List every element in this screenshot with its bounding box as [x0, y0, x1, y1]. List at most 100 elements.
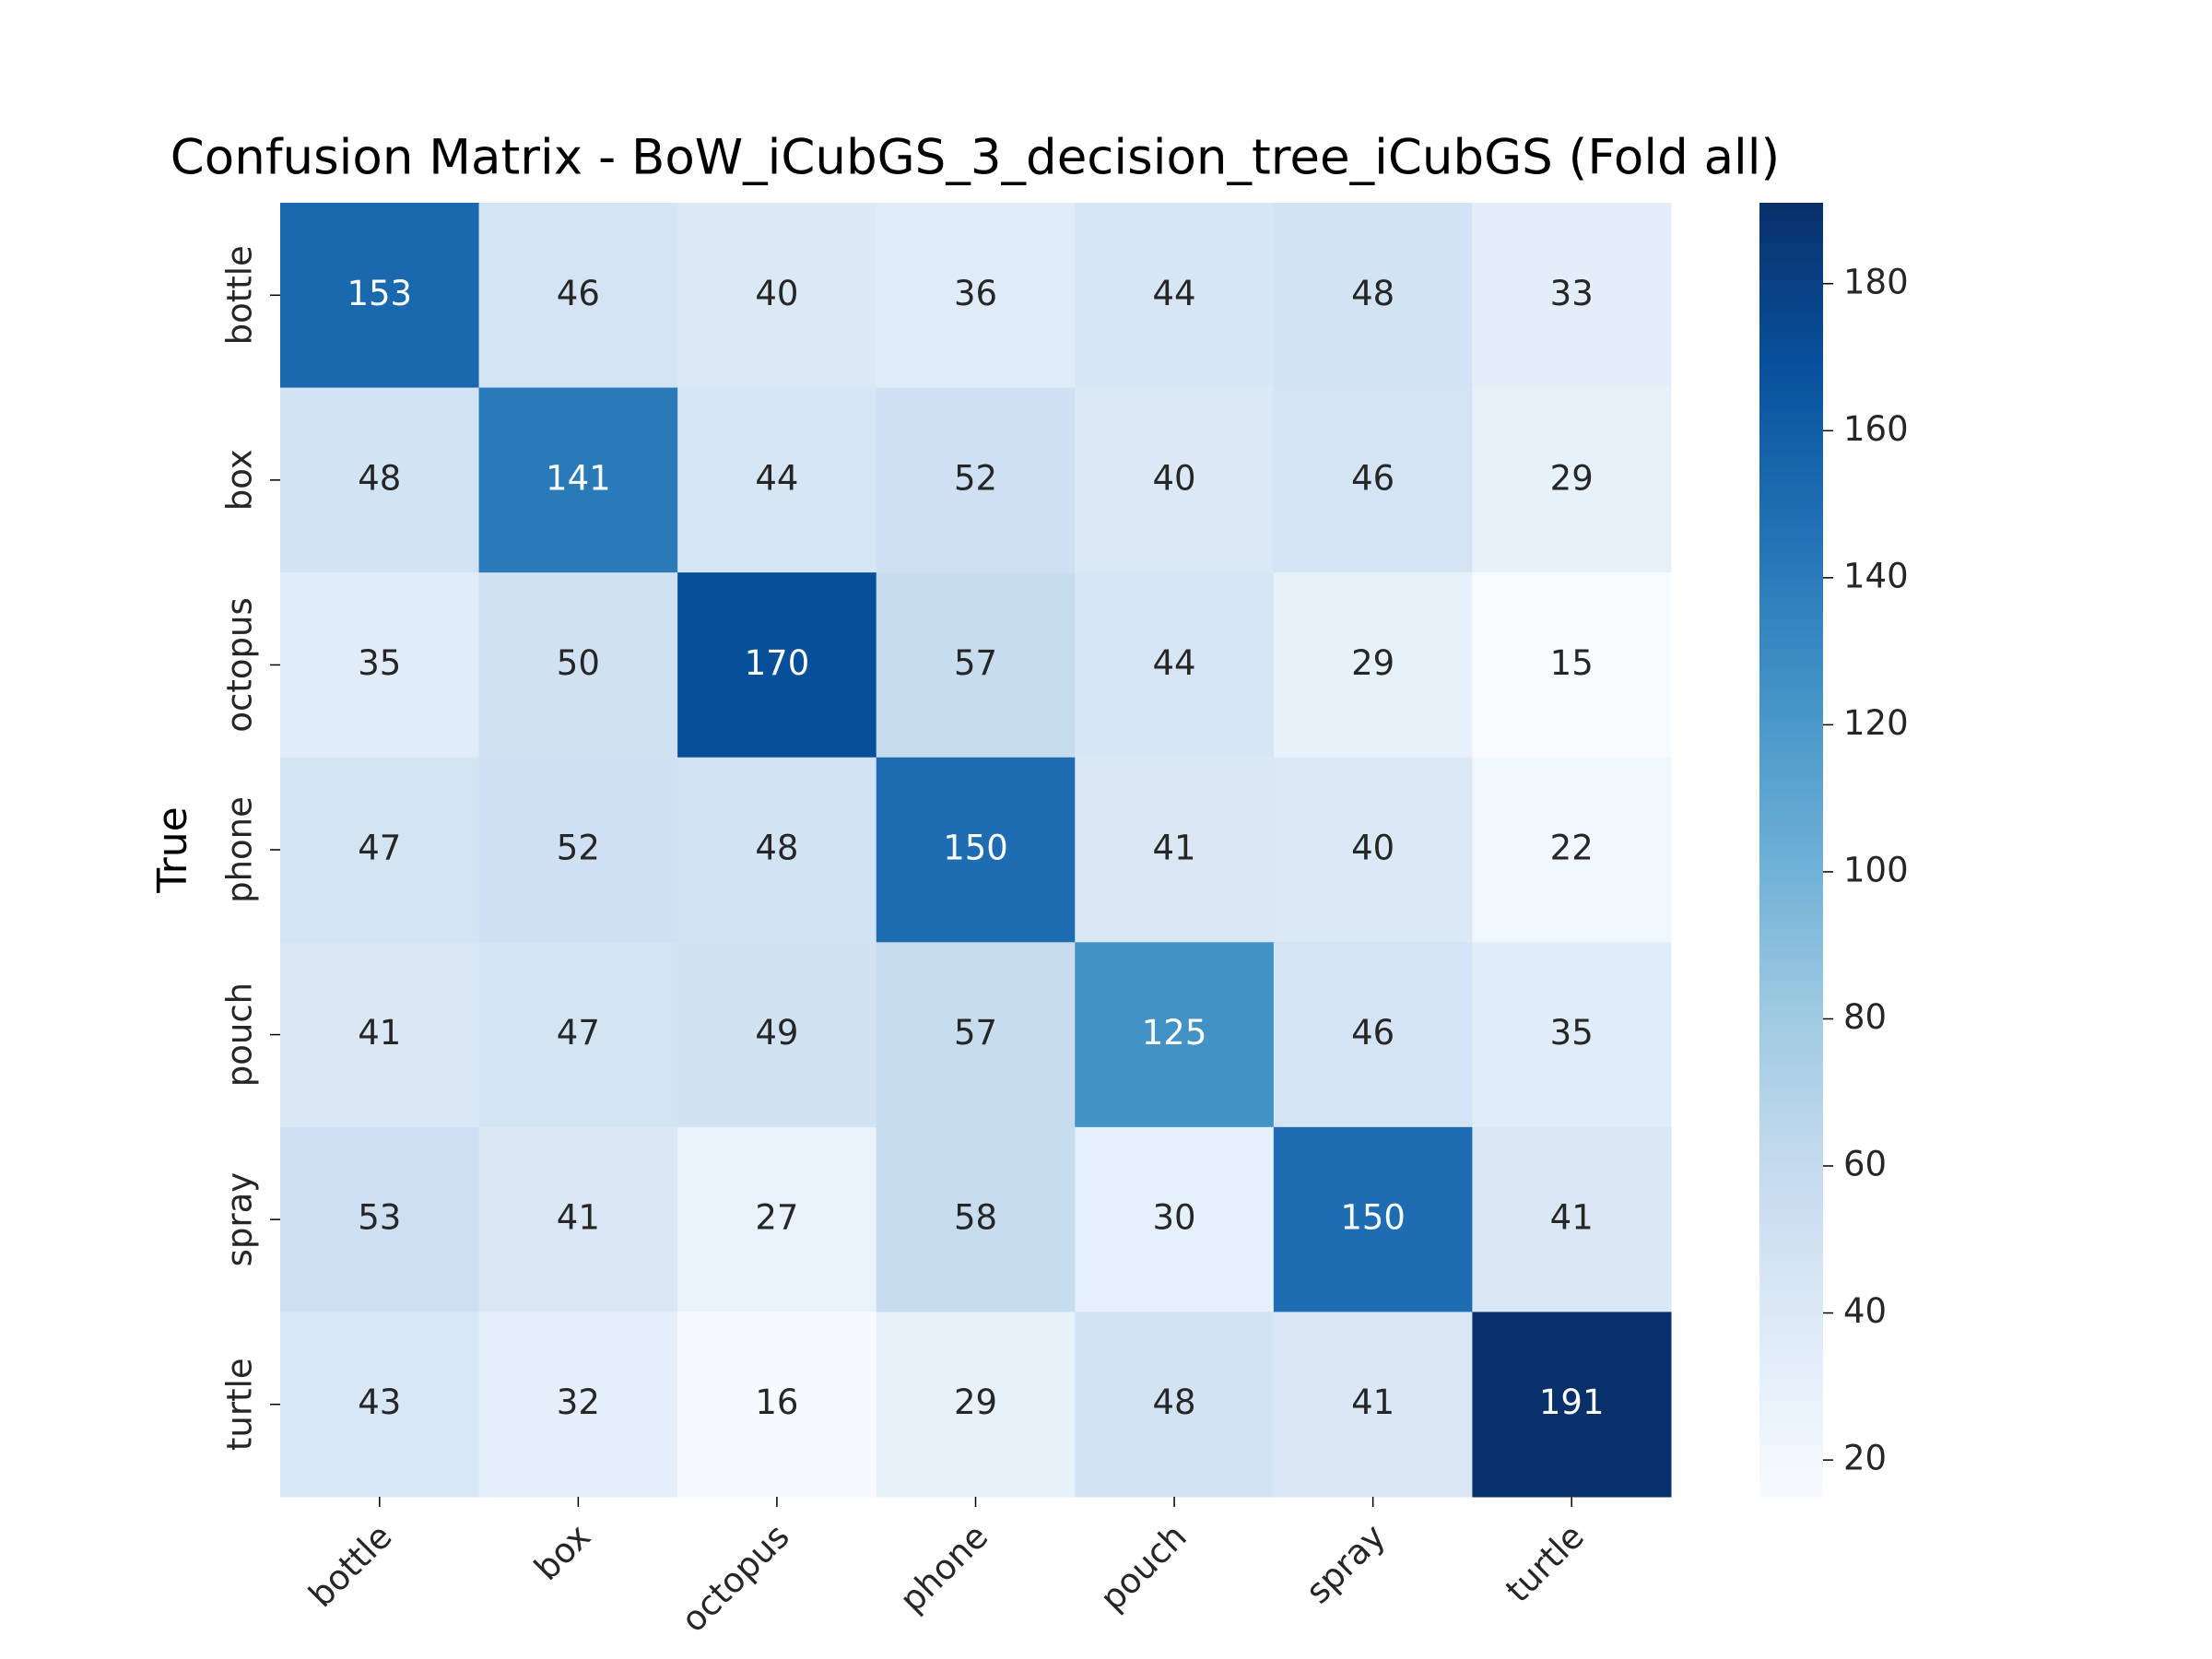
colorbar-segment	[1759, 1108, 1823, 1116]
colorbar-segment	[1759, 1302, 1823, 1311]
colorbar-segment	[1759, 571, 1823, 579]
cell-label: 29	[1351, 643, 1394, 683]
colorbar-segment	[1759, 979, 1823, 987]
cell-label: 48	[755, 829, 798, 868]
colorbar-segment	[1759, 1438, 1823, 1446]
colorbar-tick-label: 100	[1843, 850, 1909, 889]
colorbar-segment	[1759, 675, 1823, 683]
heatmap-cell	[478, 942, 678, 1128]
colorbar-segment	[1759, 222, 1823, 229]
colorbar-segment	[1759, 876, 1823, 883]
colorbar-segment	[1759, 1406, 1823, 1414]
colorbar-segment	[1759, 765, 1823, 773]
heatmap-cell	[478, 757, 678, 943]
colorbar-segment	[1759, 546, 1823, 553]
colorbar-segment	[1759, 1489, 1823, 1498]
colorbar-segment	[1759, 1147, 1823, 1155]
colorbar-segment	[1759, 377, 1823, 385]
colorbar-segment	[1759, 842, 1823, 851]
colorbar-segment	[1759, 662, 1823, 670]
colorbar-segment	[1759, 203, 1823, 210]
colorbar-segment	[1759, 448, 1823, 456]
colorbar-segment	[1759, 623, 1823, 630]
heatmap-cell	[677, 1312, 877, 1498]
cell-label: 15	[1550, 643, 1594, 683]
colorbar-segment	[1759, 1056, 1823, 1065]
colorbar-segment	[1759, 1470, 1823, 1478]
colorbar-segment	[1759, 1244, 1823, 1252]
colorbar-segment	[1759, 1328, 1823, 1336]
colorbar-segment	[1759, 578, 1823, 585]
colorbar-segment	[1759, 1114, 1823, 1123]
colorbar-segment	[1759, 539, 1823, 547]
colorbar-segment	[1759, 1212, 1823, 1219]
heatmap-cell	[1273, 942, 1473, 1128]
cell-label: 40	[755, 274, 798, 313]
colorbar-segment	[1759, 1309, 1823, 1317]
colorbar-segment	[1759, 216, 1823, 223]
cell-label: 44	[755, 458, 798, 498]
colorbar-segment	[1759, 274, 1823, 281]
cell-label: 150	[943, 829, 1008, 868]
heatmap-cell	[1273, 203, 1473, 389]
cell-label: 47	[557, 1013, 600, 1053]
cell-label: 52	[954, 458, 997, 498]
colorbar-segment	[1759, 797, 1823, 806]
colorbar-segment	[1759, 1159, 1823, 1168]
colorbar-segment	[1759, 636, 1823, 643]
colorbar-segment	[1759, 1347, 1823, 1356]
colorbar-segment	[1759, 287, 1823, 294]
cell-label: 49	[755, 1013, 798, 1053]
cell-label: 153	[347, 274, 412, 313]
cell-label: 41	[557, 1198, 600, 1238]
colorbar-segment	[1759, 319, 1823, 326]
colorbar-segment	[1759, 733, 1823, 741]
colorbar-segment	[1759, 694, 1823, 702]
colorbar-segment	[1759, 280, 1823, 288]
colorbar-segment	[1759, 713, 1823, 722]
colorbar-segment	[1759, 869, 1823, 877]
colorbar-segment	[1759, 1088, 1823, 1097]
cell-label: 47	[358, 829, 401, 868]
colorbar-tick-label: 180	[1843, 262, 1909, 301]
colorbar-segment	[1759, 746, 1823, 754]
colorbar-segment	[1759, 1063, 1823, 1071]
cell-label: 50	[557, 643, 600, 683]
y-tick-label: phone	[220, 796, 260, 903]
cell-label: 52	[557, 829, 600, 868]
colorbar-segment	[1759, 836, 1823, 844]
y-tick-label: spray	[220, 1172, 260, 1267]
y-tick-label: bottle	[220, 245, 260, 345]
heatmap-cell	[677, 757, 877, 943]
colorbar-segment	[1759, 1315, 1823, 1324]
chart-title: Confusion Matrix - BoW_iCubGS_3_decision…	[171, 130, 1780, 186]
heatmap-cell	[280, 1126, 480, 1312]
heatmap-cell	[1472, 203, 1672, 389]
colorbar-segment	[1759, 1166, 1823, 1174]
colorbar-segment	[1759, 1018, 1823, 1026]
colorbar-segment	[1759, 351, 1823, 359]
cell-label: 16	[755, 1382, 798, 1422]
heatmap-cell	[876, 1126, 1076, 1312]
cell-label: 32	[557, 1382, 600, 1422]
colorbar-segment	[1759, 1464, 1823, 1472]
heatmap-cell	[478, 572, 678, 759]
colorbar-segment	[1759, 778, 1823, 786]
cell-label: 53	[358, 1198, 401, 1238]
colorbar-segment	[1759, 1206, 1823, 1213]
cell-label: 46	[557, 274, 600, 313]
colorbar-segment	[1759, 1193, 1823, 1200]
heatmap-cell	[1472, 942, 1672, 1128]
colorbar-segment	[1759, 1257, 1823, 1265]
cell-label: 150	[1340, 1198, 1406, 1238]
colorbar-segment	[1759, 1121, 1823, 1129]
colorbar-segment	[1759, 784, 1823, 793]
heatmap-cell	[478, 1312, 678, 1498]
heatmap-cell	[280, 203, 480, 389]
cell-label: 41	[358, 1013, 401, 1053]
heatmap-cell	[1075, 203, 1275, 389]
colorbar-segment	[1759, 921, 1823, 928]
cell-label: 46	[1351, 458, 1394, 498]
colorbar-segment	[1759, 804, 1823, 812]
colorbar-segment	[1759, 512, 1823, 521]
